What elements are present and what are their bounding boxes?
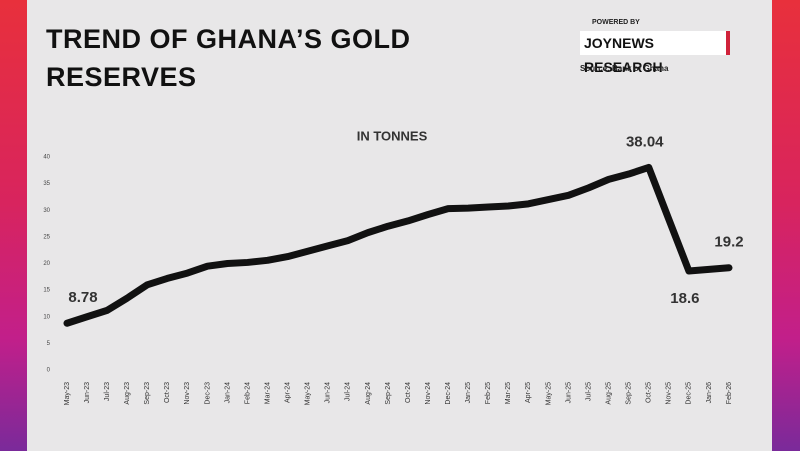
x-tick-label: May-25	[545, 382, 552, 405]
x-tick-label: Jul-23	[104, 382, 111, 401]
x-tick-label: Mar-24	[264, 382, 271, 404]
data-label: 19.2	[714, 234, 743, 251]
x-tick-label: Sep-25	[626, 382, 633, 405]
x-tick-label: Oct-23	[164, 382, 171, 403]
x-tick-label: Jan-26	[706, 382, 713, 404]
y-tick-label: 40	[43, 155, 50, 161]
x-tick-label: Aug-25	[605, 382, 612, 405]
chart-title: TREND OF GHANA’S GOLD RESERVES	[46, 24, 411, 92]
data-label: 38.04	[626, 133, 664, 150]
x-tick-label: Nov-23	[184, 382, 191, 405]
side-stripe	[772, 0, 800, 451]
data-label: 8.78	[68, 289, 97, 306]
x-tick-label: Aug-23	[124, 382, 131, 405]
x-tick-label: Jan-24	[224, 382, 231, 404]
x-tick-label: May-24	[305, 382, 312, 405]
powered-by: POWERED BY	[592, 19, 640, 26]
x-tick-label: May-23	[64, 382, 71, 405]
x-tick-label: Jul-24	[345, 382, 352, 401]
side-stripe	[0, 0, 27, 451]
x-tick-label: Jul-25	[585, 382, 592, 401]
x-tick-label: Apr-25	[525, 382, 532, 403]
x-tick-label: Sep-23	[144, 382, 151, 405]
x-tick-label: Sep-24	[385, 382, 392, 405]
y-tick-label: 0	[47, 368, 51, 374]
x-tick-label: Feb-26	[726, 382, 733, 404]
x-tick-label: Jun-25	[565, 382, 572, 404]
x-tick-label: Dec-25	[686, 382, 693, 405]
y-tick-label: 30	[43, 208, 50, 214]
y-tick-label: 15	[43, 288, 50, 294]
x-tick-label: Apr-24	[285, 382, 292, 403]
x-tick-label: Mar-25	[505, 382, 512, 404]
x-tick-label: Jan-25	[465, 382, 472, 404]
y-tick-label: 35	[43, 181, 50, 187]
y-tick-label: 5	[47, 341, 51, 347]
chart-subtitle: IN TONNES	[357, 128, 428, 143]
y-tick-label: 20	[43, 261, 50, 267]
x-tick-label: Feb-25	[485, 382, 492, 404]
x-tick-label: Oct-25	[646, 382, 653, 403]
y-tick-label: 10	[43, 314, 50, 320]
source: Source: Bank of Ghana	[580, 64, 669, 73]
x-tick-label: Jun-23	[84, 382, 91, 404]
x-tick-label: Dec-23	[204, 382, 211, 405]
x-tick-label: Feb-24	[244, 382, 251, 404]
x-tick-label: Dec-24	[445, 382, 452, 405]
y-tick-label: 25	[43, 234, 50, 240]
x-tick-label: Jun-24	[325, 382, 332, 404]
x-tick-label: Oct-24	[405, 382, 412, 403]
data-label: 18.6	[670, 290, 699, 307]
x-tick-label: Nov-25	[666, 382, 673, 405]
x-tick-label: Nov-24	[425, 382, 432, 405]
brand: JOYNEWS RESEARCH	[580, 31, 730, 75]
data-line	[63, 163, 733, 327]
x-tick-label: Aug-24	[365, 382, 372, 405]
